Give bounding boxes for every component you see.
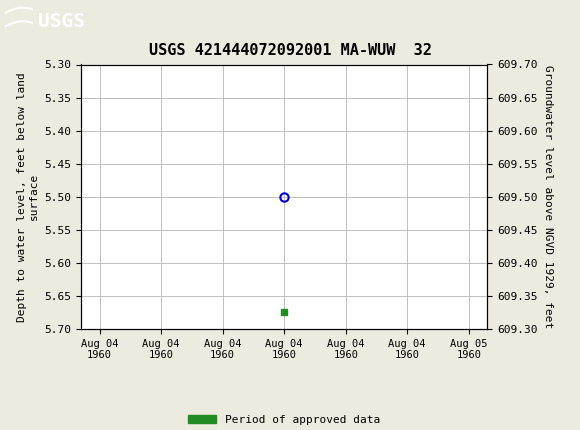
Text: USGS 421444072092001 MA-WUW  32: USGS 421444072092001 MA-WUW 32 xyxy=(148,43,432,58)
Text: USGS: USGS xyxy=(38,12,85,31)
Y-axis label: Depth to water level, feet below land
surface: Depth to water level, feet below land su… xyxy=(17,72,39,322)
Legend: Period of approved data: Period of approved data xyxy=(184,410,385,429)
Y-axis label: Groundwater level above NGVD 1929, feet: Groundwater level above NGVD 1929, feet xyxy=(543,65,553,329)
